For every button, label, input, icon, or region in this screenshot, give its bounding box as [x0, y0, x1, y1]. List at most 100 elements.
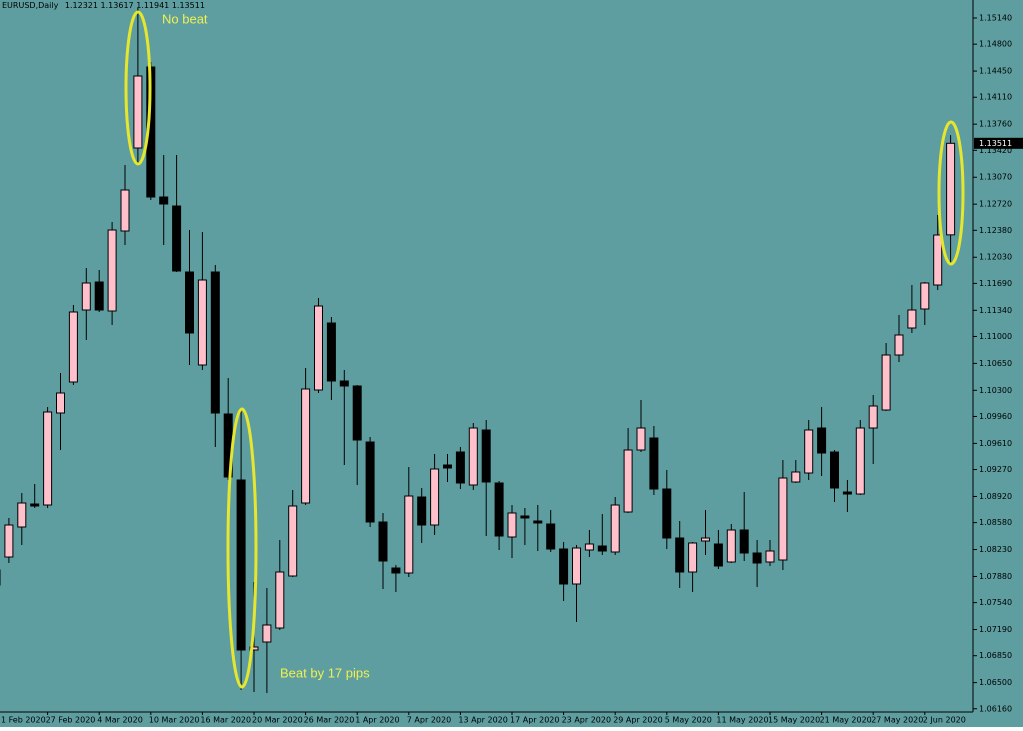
y-tick-label: 1.10650: [979, 359, 1012, 368]
y-tick-label: 1.13070: [979, 173, 1012, 182]
y-tick-label: 1.10300: [979, 386, 1012, 395]
bull-body: [791, 471, 801, 483]
bull-body: [894, 334, 904, 356]
bull-body: [623, 449, 633, 513]
y-tick-label: 1.06850: [979, 651, 1012, 660]
header-high: 1.13617: [101, 1, 134, 10]
bear-body: [559, 548, 569, 585]
x-tick-label: 4 Mar 2020: [97, 716, 143, 725]
y-tick-label: 1.07190: [979, 625, 1012, 634]
bear-body: [455, 451, 465, 484]
y-tick-label: 1.07880: [979, 572, 1012, 581]
x-tick-label: 1 Feb 2020: [1, 716, 46, 725]
x-tick-label: 27 Feb 2020: [46, 716, 96, 725]
bull-body: [249, 646, 259, 651]
y-tick-label: 1.12720: [979, 200, 1012, 209]
bear-body: [443, 464, 452, 469]
bull-body: [778, 477, 788, 561]
bull-body: [275, 571, 285, 629]
bear-body: [210, 271, 220, 414]
y-tick-label: 1.09270: [979, 465, 1012, 474]
x-tick-label: 29 Apr 2020: [613, 716, 662, 725]
bull-body: [636, 427, 646, 451]
y-tick-label: 1.11340: [979, 306, 1012, 315]
y-tick-label: 1.07540: [979, 598, 1012, 607]
bear-body: [339, 380, 349, 387]
bull-body: [81, 282, 91, 311]
bull-body: [43, 411, 53, 506]
bear-body: [417, 496, 427, 526]
bear-body: [713, 543, 723, 567]
bear-body: [649, 437, 659, 490]
bear-body: [494, 482, 504, 537]
y-tick-label: 1.09960: [979, 412, 1012, 421]
candles: [0, 8, 956, 693]
bull-body: [133, 75, 143, 149]
y-tick-label: 1.14450: [979, 67, 1012, 76]
bull-body: [907, 309, 917, 329]
bull-body: [430, 468, 440, 526]
bear-body: [185, 271, 194, 334]
bear-body: [546, 523, 556, 550]
bear-body: [378, 521, 388, 562]
bull-body: [855, 427, 865, 495]
y-tick-label: 1.12380: [979, 226, 1012, 235]
bear-body: [597, 545, 607, 552]
bull-body: [68, 311, 78, 383]
bull-body: [946, 142, 956, 236]
header-low: 1.11941: [136, 1, 169, 10]
bear-body: [675, 537, 685, 573]
x-tick-label: 2 Jun 2020: [923, 716, 966, 725]
header: EURUSD,Daily 1.12321 1.13617 1.11941 1.1…: [2, 1, 205, 10]
bear-body: [520, 515, 530, 519]
current-price-box: [974, 137, 1023, 149]
x-tick-label: 21 May 2020: [820, 716, 872, 725]
bull-body: [507, 512, 517, 538]
y-tick-label: 1.08580: [979, 518, 1012, 527]
bear-body: [365, 441, 375, 523]
y-tick-label: 1.06160: [979, 704, 1012, 713]
bear-body: [533, 520, 543, 524]
symbol: EURUSD,Daily: [2, 1, 59, 10]
y-tick-label: 1.08230: [979, 545, 1012, 554]
y-tick-label: 1.11690: [979, 279, 1012, 288]
bear-body: [391, 567, 401, 574]
bull-body: [765, 550, 775, 563]
x-tick-label: 16 Mar 2020: [200, 716, 251, 725]
x-tick-label: 26 Mar 2020: [304, 716, 355, 725]
bull-body: [4, 524, 14, 558]
header-close: 1.13511: [172, 1, 205, 10]
y-tick-label: 1.13420: [979, 146, 1012, 155]
bear-body: [326, 322, 336, 382]
x-tick-label: 15 May 2020: [768, 716, 820, 725]
x-tick-label: 20 Mar 2020: [252, 716, 303, 725]
y-tick-label: 1.09610: [979, 439, 1012, 448]
bear-body: [481, 429, 491, 483]
x-tick-label: 7 Apr 2020: [407, 716, 451, 725]
bull-body: [120, 189, 130, 232]
y-tick-label: 1.14110: [979, 93, 1012, 102]
bull-body: [197, 279, 207, 366]
bull-body: [688, 542, 698, 573]
y-tick-label: 1.14800: [979, 40, 1012, 49]
y-tick-label: 1.15140: [979, 14, 1012, 23]
x-tick-label: 27 May 2020: [871, 716, 923, 725]
y-tick-label: 1.08920: [979, 492, 1012, 501]
bull-body: [726, 529, 736, 563]
y-tick-label: 1.06500: [979, 678, 1012, 687]
bear-body: [830, 451, 839, 489]
bull-body: [881, 354, 891, 411]
annotation: No beat: [162, 11, 208, 26]
bull-body: [804, 429, 814, 474]
bear-body: [172, 205, 182, 272]
bear-body: [159, 196, 169, 205]
x-tick-label: 10 Mar 2020: [149, 716, 200, 725]
x-tick-label: 23 Apr 2020: [562, 716, 611, 725]
bull-body: [262, 624, 272, 643]
bull-body: [468, 427, 478, 486]
bull-body: [933, 234, 943, 286]
bull-body: [301, 388, 311, 504]
highlight-ellipse: [124, 10, 152, 166]
